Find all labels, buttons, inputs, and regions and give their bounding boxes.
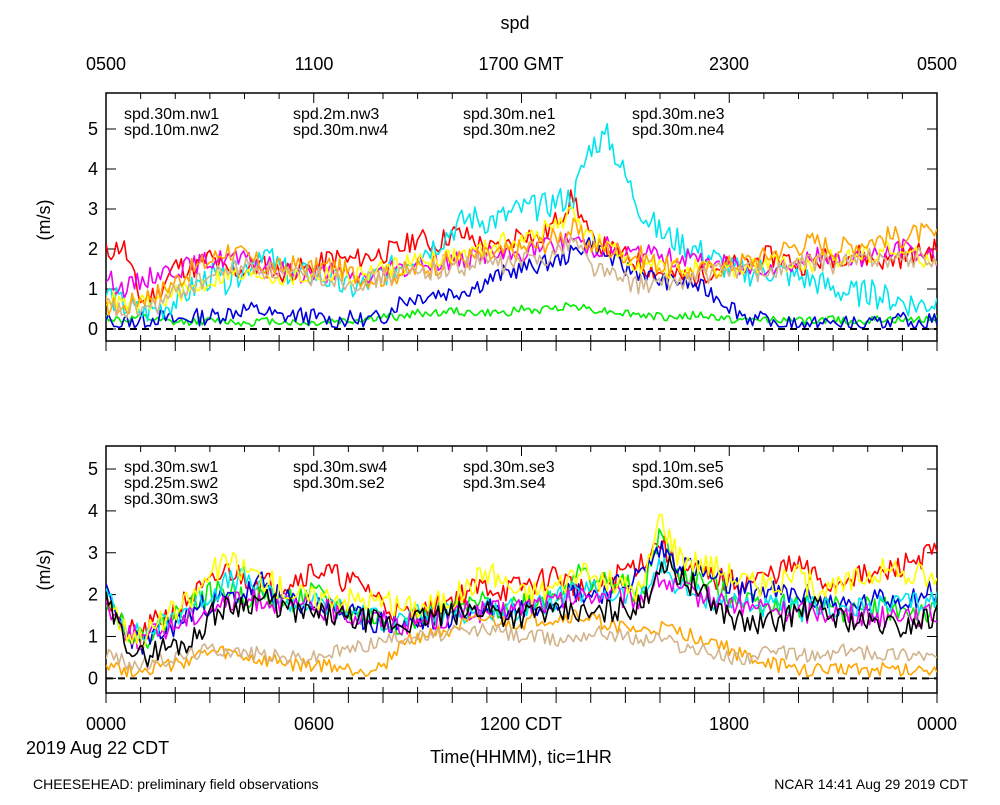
series-line-spd.30m.sw3 — [106, 540, 937, 655]
top-legend: spd.30m.nw1 spd.10m.nw2 spd.2m.nw3 spd.3… — [124, 106, 725, 139]
y-tick-label: 1 — [88, 279, 98, 299]
legend-entry: spd.30m.nw1 — [124, 106, 219, 123]
series-line-spd.10m.se5 — [106, 622, 937, 672]
y-tick-label: 4 — [88, 159, 98, 179]
legend-entry: spd.30m.ne4 — [632, 122, 725, 139]
legend-entry: spd.30m.ne1 — [463, 106, 556, 123]
legend-entry: spd.30m.sw1 — [124, 459, 218, 476]
top-tick-label: 1700 GMT — [478, 54, 563, 74]
legend-entry: spd.3m.se4 — [463, 475, 546, 492]
bottom-tick-label: 0000 — [917, 714, 957, 734]
top-panel-ticks — [105, 93, 938, 351]
y-tick-label: 5 — [88, 459, 98, 479]
legend-entry: spd.30m.ne2 — [463, 122, 556, 139]
bottom-axis-tick-labels: 0000 0600 1200 CDT 1800 0000 — [86, 714, 957, 734]
x-axis-label: Time(HHMM), tic=1HR — [430, 747, 612, 767]
series-line-spd.10m.nw2 — [106, 301, 937, 328]
legend-entry: spd.30m.sw4 — [293, 459, 387, 476]
top-axis-tick-labels: 0500 1100 1700 GMT 2300 0500 — [86, 54, 957, 74]
top-panel-series — [106, 123, 937, 330]
legend-entry: spd.30m.ne3 — [632, 106, 725, 123]
legend-entry: spd.10m.se5 — [632, 459, 724, 476]
bottom-tick-label: 1800 — [709, 714, 749, 734]
series-line-spd.30m.sw1 — [106, 535, 937, 643]
legend-entry: spd.25m.sw2 — [124, 475, 218, 492]
series-line-spd.30m.se6 — [106, 555, 937, 668]
legend-entry: spd.30m.se6 — [632, 475, 724, 492]
bottom-tick-label: 0000 — [86, 714, 126, 734]
bottom-legend: spd.30m.sw1 spd.25m.sw2 spd.30m.sw3 spd.… — [124, 459, 724, 508]
date-label: 2019 Aug 22 CDT — [26, 738, 169, 758]
bottom-panel-ticks — [105, 446, 938, 703]
series-line-spd.30m.ne2 — [106, 206, 937, 315]
series-line-spd.30m.ne3 — [106, 217, 937, 317]
series-line-spd.2m.nw3 — [106, 236, 937, 330]
bottom-panel-y-ticks: 0 1 2 3 4 5 — [88, 459, 937, 688]
footer-right: NCAR 14:41 Aug 29 2019 CDT — [774, 776, 968, 792]
bottom-tick-label: 0600 — [294, 714, 334, 734]
footer-left: CHEESEHEAD: preliminary field observatio… — [33, 776, 319, 792]
y-tick-label: 0 — [88, 319, 98, 339]
bottom-y-axis-label: (m/s) — [34, 550, 54, 591]
y-tick-label: 5 — [88, 119, 98, 139]
y-tick-label: 2 — [88, 239, 98, 259]
legend-entry: spd.2m.nw3 — [293, 106, 379, 123]
bottom-tick-label: 1200 CDT — [480, 714, 562, 734]
top-tick-label: 0500 — [917, 54, 957, 74]
y-tick-label: 3 — [88, 543, 98, 563]
legend-entry: spd.30m.sw3 — [124, 491, 218, 508]
top-panel: 0 1 2 3 4 5 (m/s) spd.30m.nw1 spd.10m.nw2 spd… — [34, 92, 938, 351]
legend-entry: spd.30m.se3 — [463, 459, 555, 476]
top-tick-label: 2300 — [709, 54, 749, 74]
legend-entry: spd.30m.se2 — [293, 475, 385, 492]
series-line-spd.30m.ne1 — [106, 232, 937, 300]
y-tick-label: 0 — [88, 668, 98, 688]
y-tick-label: 3 — [88, 199, 98, 219]
bottom-panel-series — [106, 513, 937, 679]
top-y-axis-label: (m/s) — [34, 200, 54, 241]
top-tick-label: 1100 — [295, 54, 334, 74]
legend-entry: spd.10m.nw2 — [124, 122, 219, 139]
figure-title: spd — [500, 13, 529, 33]
legend-entry: spd.30m.nw4 — [293, 122, 388, 139]
series-line-spd.30m.ne4 — [106, 235, 937, 319]
top-panel-y-ticks: 0 1 2 3 4 5 — [88, 119, 937, 339]
bottom-panel: 0 1 2 3 4 5 (m/s) spd.30m.sw1 spd.25m.sw2 spd… — [34, 445, 938, 703]
y-tick-label: 4 — [88, 501, 98, 521]
y-tick-label: 2 — [88, 585, 98, 605]
top-tick-label: 0500 — [86, 54, 126, 74]
y-tick-label: 1 — [88, 626, 98, 646]
series-line-spd.30m.se3 — [106, 513, 937, 649]
